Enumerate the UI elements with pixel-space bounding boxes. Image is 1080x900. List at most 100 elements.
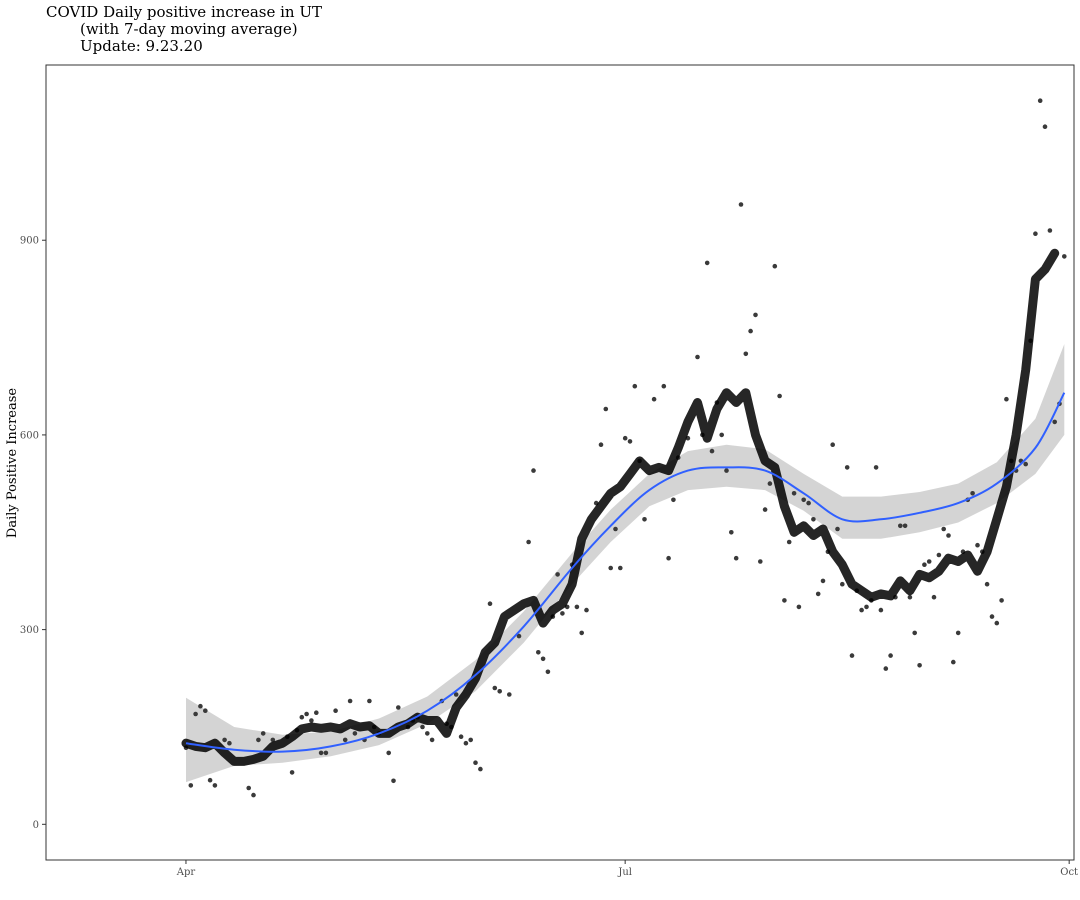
- daily-point: [1033, 231, 1038, 236]
- daily-point: [695, 354, 700, 360]
- daily-point: [622, 435, 628, 441]
- daily-point: [840, 581, 845, 587]
- daily-point: [666, 555, 671, 561]
- daily-point: [878, 607, 884, 613]
- daily-point: [719, 432, 724, 438]
- daily-point: [207, 777, 213, 783]
- daily-point: [342, 737, 348, 743]
- daily-point: [902, 523, 908, 529]
- daily-point: [898, 523, 903, 529]
- daily-point: [318, 750, 324, 756]
- daily-point: [188, 783, 194, 788]
- daily-point: [1052, 419, 1057, 425]
- daily-point: [453, 692, 459, 697]
- daily-point: [468, 737, 474, 743]
- daily-point: [873, 465, 879, 470]
- daily-point: [309, 718, 314, 723]
- chart-title-line-3: Update: 9.23.20: [80, 37, 203, 55]
- daily-point: [1004, 396, 1009, 402]
- daily-point: [651, 396, 657, 402]
- daily-point: [352, 731, 358, 736]
- daily-point: [396, 705, 401, 710]
- daily-point: [955, 630, 961, 636]
- daily-point: [922, 562, 927, 567]
- daily-point: [772, 263, 778, 269]
- daily-point: [984, 581, 990, 587]
- daily-point: [429, 737, 435, 743]
- daily-point: [931, 594, 937, 600]
- y-tick-label: 300: [20, 625, 39, 636]
- y-tick-label: 0: [33, 820, 39, 831]
- daily-point: [531, 468, 536, 473]
- daily-point: [1023, 461, 1028, 467]
- daily-point: [936, 552, 942, 558]
- daily-point: [497, 689, 503, 694]
- daily-point: [627, 439, 633, 444]
- daily-point: [251, 792, 256, 798]
- daily-point: [753, 312, 758, 318]
- daily-point: [849, 653, 855, 658]
- daily-point: [864, 604, 869, 610]
- daily-point: [729, 530, 734, 535]
- daily-point: [246, 785, 251, 791]
- daily-point: [304, 711, 309, 717]
- daily-point: [540, 656, 546, 662]
- daily-point: [743, 351, 749, 357]
- daily-point: [738, 202, 744, 207]
- confidence-band-layer: [186, 344, 1065, 783]
- y-tick-label: 900: [20, 236, 39, 247]
- daily-point: [289, 770, 295, 775]
- daily-point: [642, 517, 647, 522]
- daily-point: [222, 737, 227, 743]
- daily-point: [613, 526, 618, 532]
- daily-points-layer: [183, 98, 1067, 798]
- daily-point: [536, 650, 541, 655]
- daily-point: [386, 750, 392, 756]
- daily-point: [975, 542, 980, 548]
- daily-point: [815, 591, 821, 597]
- chart-title-line-2: (with 7-day moving average): [80, 20, 298, 38]
- daily-point: [970, 491, 975, 496]
- daily-point: [347, 698, 353, 704]
- daily-point: [806, 500, 811, 506]
- daily-point: [598, 442, 604, 448]
- daily-point: [299, 714, 305, 720]
- daily-point: [859, 607, 864, 613]
- plot-panel-border: [45, 64, 1075, 861]
- daily-point: [545, 669, 551, 675]
- daily-point: [941, 526, 946, 532]
- daily-point: [425, 731, 430, 736]
- chart-title-line-1: COVID Daily positive increase in UT: [46, 3, 323, 21]
- y-axis-title: Daily Positive Increase: [5, 388, 20, 539]
- daily-point: [907, 594, 913, 600]
- daily-point: [367, 698, 372, 704]
- daily-point: [709, 448, 715, 454]
- daily-point: [989, 614, 995, 619]
- daily-point: [458, 734, 464, 739]
- moving-average-line: [181, 248, 1060, 766]
- daily-point: [951, 659, 956, 665]
- daily-point: [733, 555, 739, 561]
- daily-point: [314, 710, 319, 715]
- daily-point: [999, 598, 1004, 603]
- y-tick-label: 600: [20, 430, 39, 441]
- daily-point: [883, 666, 889, 671]
- daily-point: [227, 740, 232, 746]
- daily-point: [1047, 228, 1053, 233]
- chart-title: COVID Daily positive increase in UT (wit…: [46, 4, 322, 55]
- daily-point: [767, 481, 773, 486]
- daily-point: [1042, 124, 1048, 129]
- daily-point: [487, 601, 493, 606]
- daily-point: [420, 724, 425, 730]
- daily-point: [820, 578, 826, 584]
- daily-point: [256, 737, 261, 743]
- daily-point: [782, 598, 787, 603]
- daily-point: [796, 604, 802, 610]
- daily-point: [198, 703, 203, 709]
- daily-point: [791, 491, 797, 496]
- daily-point: [888, 653, 893, 658]
- daily-point: [786, 539, 792, 545]
- daily-point: [584, 607, 589, 613]
- daily-point: [507, 692, 512, 697]
- daily-point: [844, 465, 850, 470]
